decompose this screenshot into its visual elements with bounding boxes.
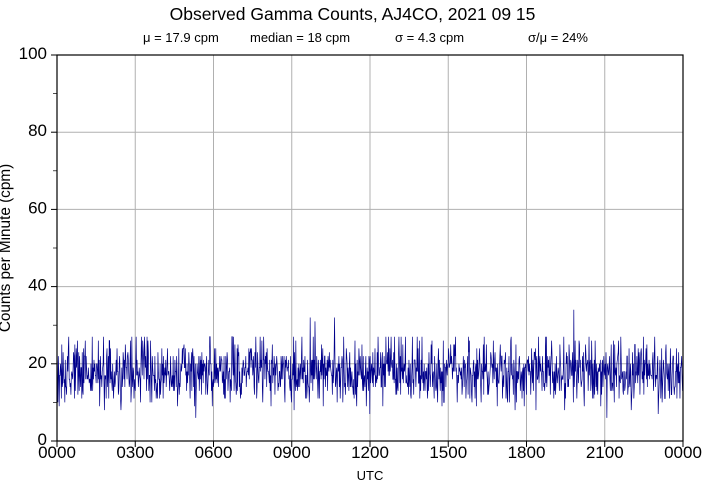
svg-text:60: 60	[28, 198, 47, 217]
svg-text:0900: 0900	[273, 443, 311, 462]
svg-text:0300: 0300	[116, 443, 154, 462]
svg-text:40: 40	[28, 276, 47, 295]
svg-text:0000: 0000	[664, 443, 702, 462]
svg-text:1800: 1800	[508, 443, 546, 462]
svg-text:2100: 2100	[586, 443, 624, 462]
svg-text:1500: 1500	[429, 443, 467, 462]
svg-text:100: 100	[19, 44, 47, 63]
svg-text:1200: 1200	[351, 443, 389, 462]
svg-text:20: 20	[28, 353, 47, 372]
svg-text:0: 0	[38, 430, 47, 449]
svg-text:0600: 0600	[195, 443, 233, 462]
svg-text:80: 80	[28, 121, 47, 140]
